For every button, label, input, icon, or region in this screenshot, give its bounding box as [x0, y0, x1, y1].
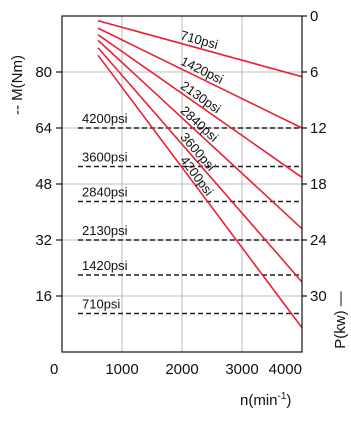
x-axis-label: n(min-1)	[240, 391, 291, 409]
y-right-tick-label-0: 0	[310, 8, 318, 25]
power-line-2840psi	[97, 39, 303, 230]
y-right-tick-label-18: 18	[310, 176, 327, 193]
y-right-tick-label-12: 12	[310, 120, 327, 137]
y-left-tick-label-32: 32	[35, 232, 52, 249]
power-line-4200psi	[97, 54, 303, 329]
x-axis-label-sup: -1	[278, 391, 287, 402]
torque-label-2130psi: 2130psi	[82, 223, 128, 238]
torque-label-3600psi: 3600psi	[82, 150, 128, 165]
tick-labels: 16 32 48 64 80 0 6 12 18 24 30 0 1000 2000 3000 4000	[35, 8, 326, 378]
torque-label-2840psi: 2840psi	[82, 185, 128, 200]
x-tick-label-3000: 3000	[225, 361, 258, 378]
y-axis-left-label: -- M(Nm)	[9, 55, 26, 115]
power-line-3600psi	[97, 47, 303, 283]
power-line-710psi	[97, 19, 303, 78]
series-labels: 710psi 1420psi 2130psi 2840psi 3600psi 4200ps…	[82, 27, 226, 311]
power-line-1420psi	[97, 27, 303, 129]
y-left-tick-label-16: 16	[35, 288, 52, 305]
y-left-tick-label-80: 80	[35, 64, 52, 81]
torque-label-4200psi: 4200psi	[82, 111, 128, 126]
x-tick-label-0: 0	[50, 361, 58, 378]
torque-label-1420psi: 1420psi	[82, 258, 128, 273]
power-line-2130psi	[97, 34, 303, 179]
x-tick-label-4000: 4000	[269, 361, 302, 378]
y-left-tick-label-64: 64	[35, 120, 52, 137]
axes	[56, 15, 307, 353]
torque-label-710psi: 710psi	[82, 297, 120, 312]
y-axis-right-label: P(kw) —	[332, 291, 349, 349]
y-right-tick-label-24: 24	[310, 232, 327, 249]
x-tick-label-2000: 2000	[165, 361, 198, 378]
power-lines	[97, 19, 303, 329]
y-right-tick-label-6: 6	[310, 64, 318, 81]
x-tick-label-1000: 1000	[105, 361, 138, 378]
y-left-tick-label-48: 48	[35, 176, 52, 193]
x-axis-label-base: n(min	[240, 392, 278, 409]
y-right-tick-label-30: 30	[310, 288, 327, 305]
x-axis-label-close: )	[286, 392, 291, 409]
